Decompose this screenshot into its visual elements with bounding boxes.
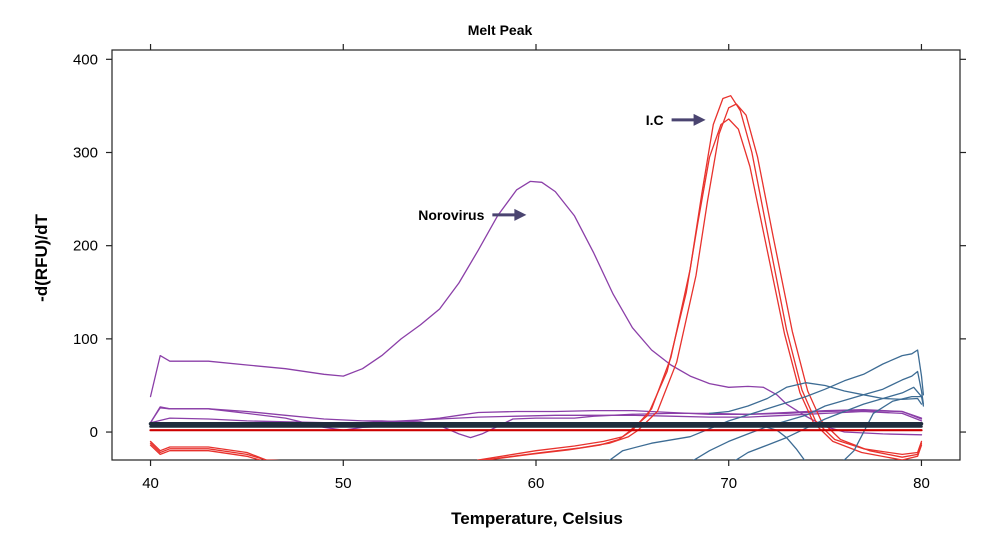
series-line-blue-2 <box>692 370 925 460</box>
plot-frame <box>111 49 961 461</box>
series-line-purple-3 <box>149 407 923 439</box>
annotation-arrow-head <box>693 113 706 126</box>
series-line-blue-6 <box>756 423 806 460</box>
y-tick-label: 200 <box>73 238 98 255</box>
y-axis: 0 100 200 300 400 <box>73 51 966 441</box>
annotations: Norovirus I.C <box>418 112 706 223</box>
x-tick-label: 50 <box>335 475 352 492</box>
y-tick-label: 400 <box>73 51 98 68</box>
series-line-purple-4 <box>149 410 923 424</box>
x-tick-label: 80 <box>913 475 930 492</box>
series-line-blue-1 <box>608 349 925 460</box>
annotation-arrow-head <box>514 208 527 221</box>
y-axis-label: -d(RFU)/dT <box>32 213 51 301</box>
y-tick-label: 300 <box>73 145 98 162</box>
x-tick-label: 40 <box>142 475 159 492</box>
annotation-label: I.C <box>646 112 664 128</box>
series-layer <box>148 95 925 460</box>
x-tick-label: 70 <box>720 475 737 492</box>
x-axis-label: Temperature, Celsius <box>451 509 623 528</box>
x-axis: 40 50 60 70 80 <box>142 44 930 492</box>
y-tick-label: 0 <box>90 424 98 441</box>
x-tick-label: 60 <box>528 475 545 492</box>
y-tick-label: 100 <box>73 331 98 348</box>
chart-title: Melt Peak <box>468 22 533 38</box>
series-line-blue-4 <box>734 386 925 460</box>
series-line-blue-5 <box>843 395 923 460</box>
annotation-label: Norovirus <box>418 207 484 223</box>
